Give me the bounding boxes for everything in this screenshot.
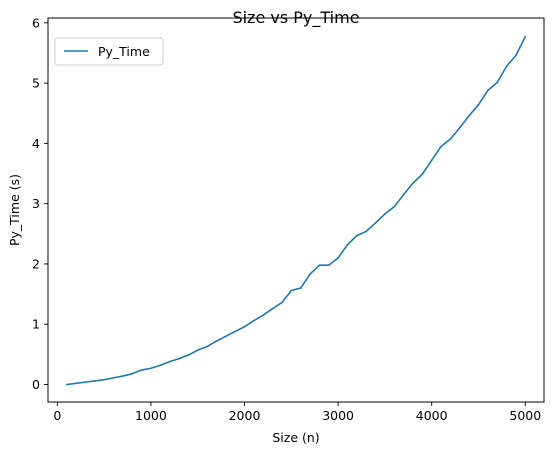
data-point (515, 54, 517, 57)
data-point (346, 243, 349, 246)
data-point (84, 381, 87, 383)
data-point (234, 330, 236, 333)
data-point (402, 193, 405, 196)
legend: Py_Time (54, 37, 164, 66)
x-tick-label: 0 (53, 408, 61, 423)
series-points-py-time (65, 35, 527, 386)
x-axis-label: Size (n) (272, 430, 319, 445)
data-point (196, 349, 199, 351)
data-point (318, 264, 321, 266)
y-axis-label: Py_Time (s) (7, 174, 22, 246)
y-tick-label: 2 (32, 256, 40, 271)
data-point (468, 114, 470, 117)
plot-frame (47, 17, 545, 403)
data-point (384, 213, 386, 215)
x-tick-label: 4000 (416, 408, 448, 423)
data-point (524, 35, 527, 38)
x-tick-label: 3000 (322, 408, 354, 423)
data-point (65, 383, 68, 386)
data-point (356, 234, 358, 237)
x-axis: 0 1000 2000 3000 4000 5000 (53, 402, 541, 423)
data-point (440, 145, 442, 148)
data-point (253, 319, 255, 322)
data-point (365, 230, 367, 233)
data-point (122, 375, 124, 377)
data-point (178, 357, 180, 360)
plot-area (47, 17, 545, 403)
data-point (487, 89, 489, 92)
data-point (458, 126, 461, 129)
data-point (112, 377, 115, 379)
x-tick-label: 2000 (229, 408, 261, 423)
data-point (327, 264, 330, 266)
data-point (206, 345, 208, 348)
data-point (496, 81, 499, 84)
data-point (168, 360, 171, 363)
y-tick-label: 4 (32, 136, 40, 151)
data-point (93, 380, 96, 382)
legend-box (54, 37, 164, 66)
y-tick-label: 0 (32, 377, 40, 392)
data-point (412, 182, 414, 184)
y-tick-label: 3 (32, 196, 40, 211)
data-point (262, 314, 265, 316)
data-point (75, 382, 77, 385)
data-point (159, 364, 162, 367)
data-point (103, 378, 105, 381)
data-point (187, 354, 190, 356)
y-axis: 0 1 2 3 4 5 6 (32, 15, 48, 392)
data-point (421, 173, 424, 175)
data-point (505, 65, 508, 68)
data-point (243, 325, 246, 328)
data-point (131, 372, 134, 375)
y-tick-label: 5 (32, 76, 40, 91)
data-point (215, 340, 218, 342)
x-tick-label: 1000 (135, 408, 167, 423)
data-point (281, 301, 283, 304)
y-tick-label: 1 (32, 317, 40, 332)
data-point (449, 138, 452, 140)
data-point (225, 335, 227, 338)
data-point (337, 257, 339, 259)
x-tick-label: 5000 (509, 408, 541, 423)
data-point (393, 205, 396, 208)
y-tick-label: 6 (32, 15, 40, 30)
data-point (477, 104, 480, 106)
data-point (150, 367, 152, 370)
legend-label-py-time: Py_Time (98, 44, 150, 59)
data-point (374, 222, 377, 224)
data-point (290, 289, 293, 292)
data-point (140, 369, 143, 371)
data-point (430, 159, 433, 162)
series-line-py-time (66, 36, 526, 386)
data-point (309, 273, 311, 276)
data-point (271, 307, 274, 310)
data-point (299, 287, 302, 289)
